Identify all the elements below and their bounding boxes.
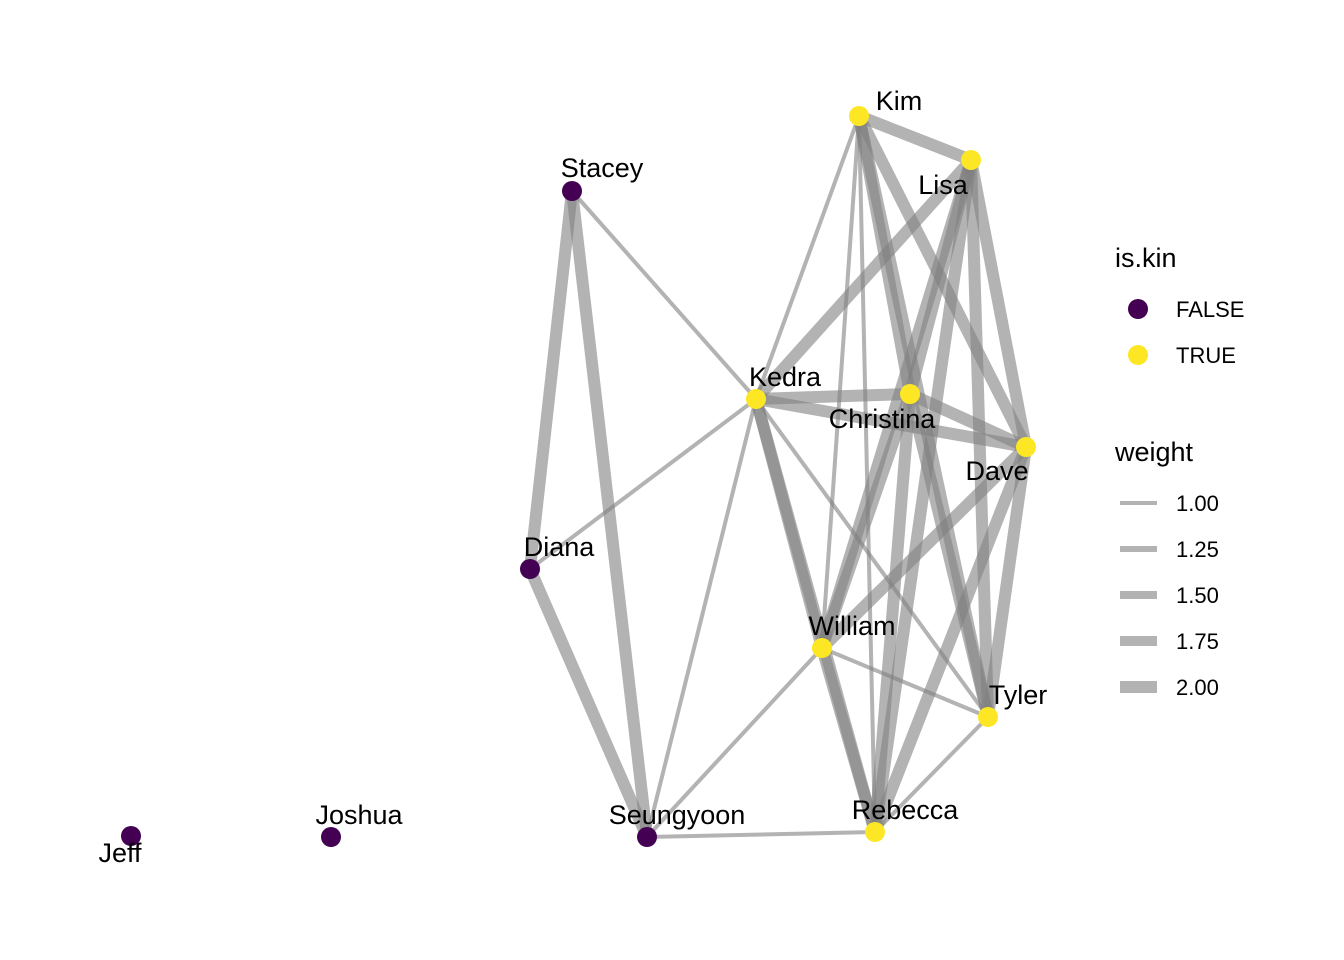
node-joshua: [321, 827, 341, 847]
edge-stacey-kedra: [570, 189, 758, 401]
edges-layer: [524, 110, 1032, 840]
node-christina: [900, 384, 920, 404]
nodes-layer: [121, 106, 1036, 847]
edge-rebecca-tyler: [873, 715, 990, 834]
node-label-stacey: Stacey: [561, 153, 644, 183]
legend-weight-1-75-label: 1.75: [1176, 629, 1219, 654]
node-william: [812, 638, 832, 658]
edge-seungyoon-rebecca: [646, 830, 876, 839]
edge-christina-dave: [907, 388, 1029, 453]
node-kedra: [746, 389, 766, 409]
node-label-diana: Diana: [524, 532, 596, 562]
edge-kim-kedra: [754, 115, 861, 400]
edge-kim-rebecca: [857, 115, 877, 833]
legend-weight-1-25-label: 1.25: [1176, 537, 1219, 562]
edge-lisa-kedra: [751, 155, 976, 404]
node-label-kedra: Kedra: [749, 362, 822, 392]
node-label-rebecca: Rebecca: [852, 795, 960, 825]
legend-kin-false-label: FALSE: [1176, 297, 1244, 322]
edge-diana-kedra: [528, 397, 758, 571]
node-label-kim: Kim: [876, 86, 923, 116]
legend-weight-2-00-label: 2.00: [1176, 675, 1219, 700]
legend-kin-true-swatch: [1128, 345, 1148, 365]
edge-kim-william: [820, 115, 861, 649]
edge-stacey-seungyoon: [566, 190, 653, 838]
node-label-dave: Dave: [965, 456, 1028, 486]
node-dave: [1016, 437, 1036, 457]
edge-lisa-dave: [965, 158, 1032, 449]
legend-kin-false-swatch: [1128, 299, 1148, 319]
edge-lisa-rebecca: [869, 159, 977, 833]
edge-seungyoon-william: [645, 646, 824, 839]
edge-kim-lisa: [856, 110, 974, 166]
edge-william-tyler: [821, 646, 989, 719]
legend-weight-1-50-label: 1.50: [1176, 583, 1219, 608]
edge-dave-rebecca: [869, 444, 1032, 835]
node-rebecca: [865, 822, 885, 842]
node-jeff: [121, 826, 141, 846]
legend-weight-title: weight: [1114, 437, 1194, 467]
legend-weight-1-00-label: 1.00: [1176, 491, 1219, 516]
edge-dave-tyler: [982, 446, 1032, 718]
edge-christina-rebecca: [869, 393, 916, 833]
node-label-tyler: Tyler: [989, 680, 1048, 710]
node-lisa: [961, 150, 981, 170]
legend-weight: weight 1.00 1.25 1.50 1.75 2.00: [1114, 437, 1219, 700]
edge-seungyoon-kedra: [645, 398, 758, 838]
edge-christina-tyler: [904, 392, 994, 719]
node-label-seungyoon: Seungyoon: [609, 800, 746, 830]
node-label-joshua: Joshua: [315, 800, 403, 830]
legend-kin-title: is.kin: [1115, 243, 1177, 273]
node-kim: [849, 106, 869, 126]
legend-kin: is.kin FALSE TRUE: [1115, 243, 1244, 368]
edge-stacey-diana: [524, 190, 578, 570]
node-label-william: William: [809, 611, 896, 641]
edge-diana-seungyoon: [524, 566, 653, 840]
node-stacey: [562, 181, 582, 201]
edge-kedra-tyler: [754, 397, 990, 719]
edge-kedra-dave: [754, 393, 1028, 453]
legend-kin-true-label: TRUE: [1176, 343, 1236, 368]
edge-christina-william: [816, 392, 916, 650]
node-label-jeff: Jeff: [98, 838, 142, 868]
edge-william-rebecca: [816, 646, 881, 834]
node-diana: [520, 559, 540, 579]
edge-dave-william: [817, 442, 1031, 653]
node-seungyoon: [637, 827, 657, 847]
node-tyler: [978, 707, 998, 727]
node-label-christina: Christina: [829, 404, 937, 434]
node-label-lisa: Lisa: [918, 170, 969, 200]
